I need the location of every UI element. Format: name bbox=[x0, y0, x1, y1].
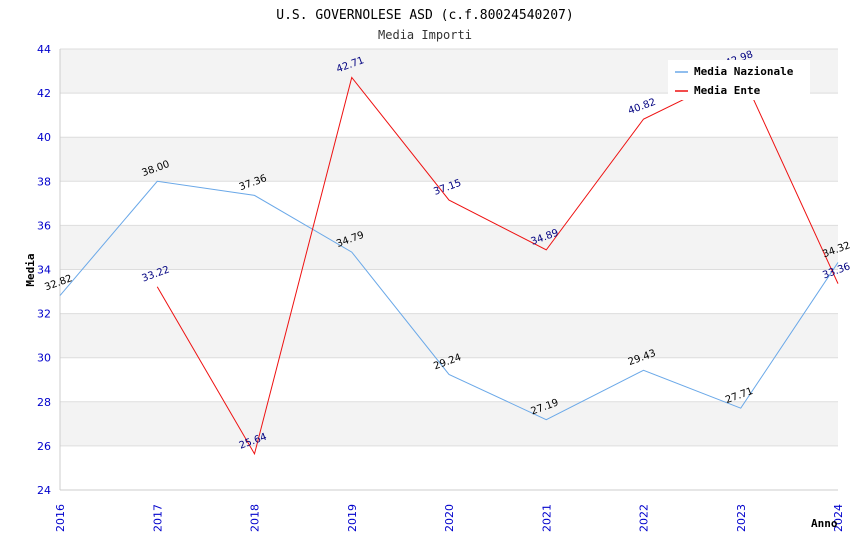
grid-band bbox=[60, 401, 838, 446]
y-tick-label: 26 bbox=[37, 440, 51, 453]
y-axis-label: Media bbox=[24, 253, 37, 286]
y-tick-label: 42 bbox=[37, 87, 51, 100]
y-tick-label: 30 bbox=[37, 352, 51, 365]
grid-band bbox=[60, 225, 838, 270]
legend-box bbox=[668, 60, 810, 100]
legend-label-media-nazionale: Media Nazionale bbox=[694, 65, 794, 78]
y-tick-label: 32 bbox=[37, 308, 51, 321]
x-tick-label: 2017 bbox=[151, 504, 164, 532]
chart-title: U.S. GOVERNOLESE ASD (c.f.80024540207) bbox=[276, 8, 573, 23]
y-tick-label: 44 bbox=[37, 43, 51, 56]
y-tick-label: 28 bbox=[37, 396, 51, 409]
y-tick-label: 24 bbox=[37, 484, 51, 497]
x-tick-label: 2022 bbox=[638, 504, 651, 532]
x-tick-label: 2018 bbox=[249, 504, 262, 532]
x-axis-label: Anno bbox=[811, 517, 838, 530]
grid-band bbox=[60, 313, 838, 358]
grid-lines bbox=[60, 48, 838, 491]
grid-band bbox=[60, 137, 838, 182]
y-tick-label: 38 bbox=[37, 175, 51, 188]
chart-subtitle: Media Importi bbox=[378, 28, 472, 42]
legend-label-media-ente: Media Ente bbox=[694, 84, 761, 97]
x-tick-label: 2023 bbox=[735, 504, 748, 532]
y-tick-label: 34 bbox=[37, 264, 51, 277]
y-tick-label: 36 bbox=[37, 219, 51, 232]
x-tick-label: 2016 bbox=[54, 504, 67, 532]
x-axis: 2016 2017 2018 2019 2020 2021 2022 2023 2024 bbox=[54, 489, 845, 532]
x-tick-label: 2024 bbox=[832, 504, 845, 532]
x-tick-label: 2019 bbox=[346, 504, 359, 532]
x-tick-label: 2021 bbox=[540, 504, 553, 532]
x-tick-label: 2020 bbox=[443, 504, 456, 532]
plot-background bbox=[60, 49, 838, 446]
y-axis: 24 26 28 30 32 34 36 38 40 42 44 bbox=[37, 43, 61, 497]
y-tick-label: 40 bbox=[37, 131, 51, 144]
series-line-media-nazionale bbox=[59, 180, 839, 421]
data-label-media-ente: 40.82 bbox=[627, 97, 658, 117]
legend: Media Nazionale Media Ente bbox=[668, 60, 810, 100]
